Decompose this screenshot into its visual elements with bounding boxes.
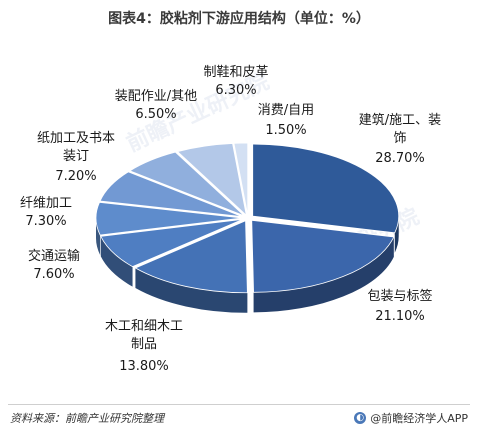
pie-slice xyxy=(252,143,400,234)
qianzhan-logo-icon: ◐ xyxy=(354,412,367,424)
pie-slice xyxy=(100,218,243,268)
slice-label: 木工和细木工 xyxy=(105,319,183,334)
slice-label: 包装与标签 xyxy=(367,288,432,304)
slice-value-label: 21.10% xyxy=(375,309,425,324)
slice-label: 饰 xyxy=(393,131,406,146)
slice-label: 制品 xyxy=(131,337,157,352)
slice-label: 消费/自用 xyxy=(258,103,314,118)
pie-slice xyxy=(134,220,248,294)
pie-slice xyxy=(251,219,395,293)
chart-title: 图表4：胶粘剂下游应用结构（单位：%） xyxy=(108,11,370,27)
slice-label: 装配作业/其他 xyxy=(115,89,197,104)
pie-slice-side xyxy=(100,236,133,287)
slice-value-label: 7.30% xyxy=(25,214,66,229)
slice-label: 建筑/施工、装 xyxy=(359,112,441,128)
source-note: 资料来源：前瞻产业研究院整理 xyxy=(10,412,164,425)
slice-value-label: 6.50% xyxy=(135,107,176,122)
pie-slice-side xyxy=(253,236,394,313)
slice-value-label: 13.80% xyxy=(119,359,169,374)
slice-value-label: 7.20% xyxy=(55,169,96,184)
pie-slice xyxy=(95,201,243,236)
slice-label: 交通运输 xyxy=(28,248,80,264)
slice-label: 纸加工及书本 xyxy=(37,131,115,146)
slice-value-label: 28.70% xyxy=(375,151,425,166)
brand-credit: ◐ @前瞻经济学人APP xyxy=(354,410,468,426)
slice-label: 纤维加工 xyxy=(20,196,72,211)
brand-text: @前瞻经济学人APP xyxy=(370,412,468,425)
slice-value-label: 6.30% xyxy=(215,83,256,98)
pie-slice xyxy=(176,143,247,217)
pie-slice-side xyxy=(135,268,248,313)
pie-slice xyxy=(99,171,243,218)
footer-divider xyxy=(8,404,470,405)
slice-label: 装订 xyxy=(63,149,89,164)
pie-slice xyxy=(129,151,245,217)
slice-value-label: 1.50% xyxy=(265,123,306,138)
slice-value-label: 7.60% xyxy=(33,267,74,282)
pie-slice xyxy=(233,142,249,216)
slice-label: 制鞋和皮革 xyxy=(203,64,268,80)
